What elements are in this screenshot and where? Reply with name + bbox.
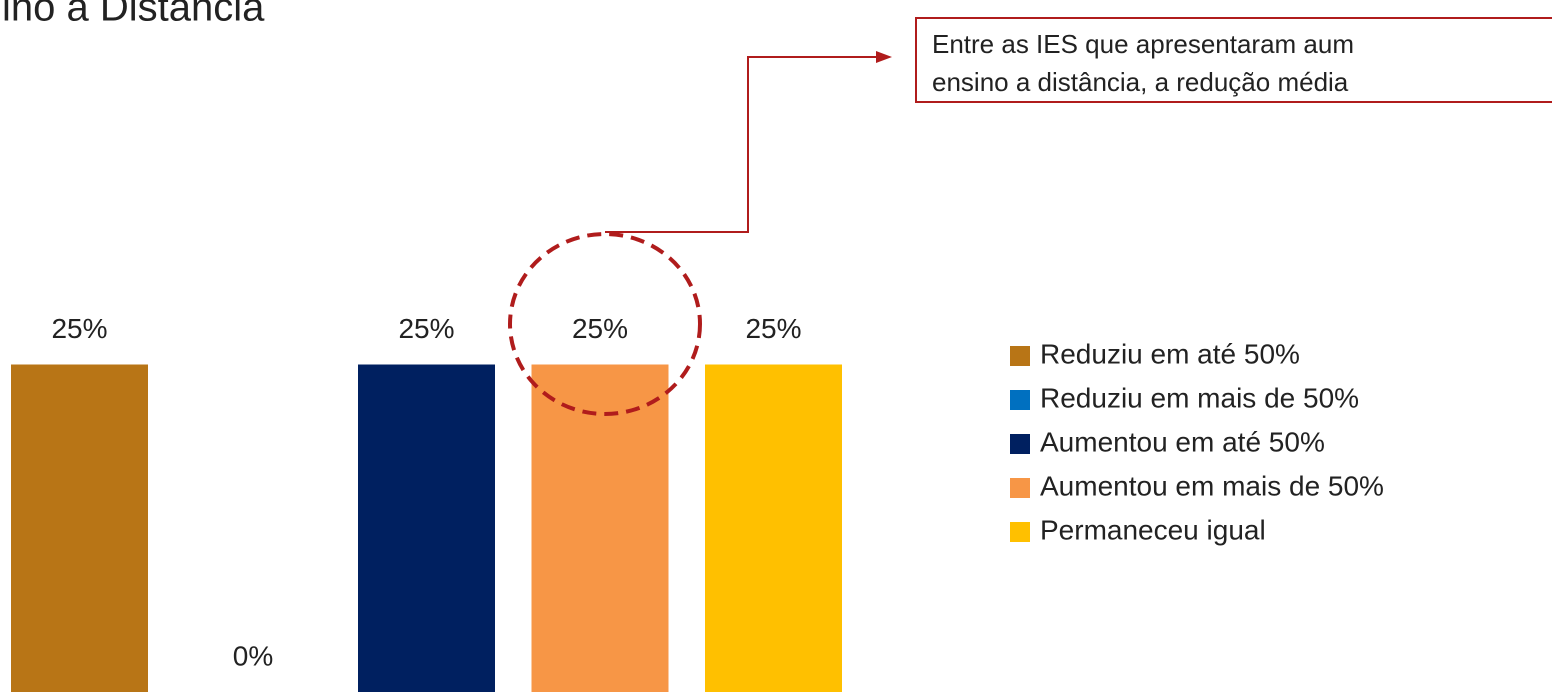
legend-label: Reduziu em até 50% <box>1040 338 1300 369</box>
arrow-head <box>876 51 892 63</box>
value-label: 0% <box>233 640 273 671</box>
legend-label: Aumentou em até 50% <box>1040 426 1325 457</box>
bar <box>358 364 495 692</box>
legend-swatch <box>1010 434 1030 454</box>
chart-title: ino a Distância <box>2 0 265 30</box>
legend-swatch <box>1010 346 1030 366</box>
legend-swatch <box>1010 478 1030 498</box>
bar <box>11 364 148 692</box>
bar <box>531 364 669 692</box>
legend-label: Aumentou em mais de 50% <box>1040 470 1384 501</box>
value-label: 25% <box>51 313 107 344</box>
legend-label: Reduziu em mais de 50% <box>1040 382 1359 413</box>
highlight-circle <box>508 232 702 416</box>
value-label: 25% <box>398 313 454 344</box>
bar <box>705 364 842 692</box>
value-label: 25% <box>745 313 801 344</box>
annotation-box <box>915 17 1552 103</box>
legend-swatch <box>1010 390 1030 410</box>
legend-swatch <box>1010 522 1030 542</box>
annotation-text: Entre as IES que apresentaram aum <box>932 29 1354 59</box>
value-label: 25% <box>572 313 628 344</box>
legend-label: Permaneceu igual <box>1040 514 1266 545</box>
annotation-text: ensino a distância, a redução média <box>932 67 1349 97</box>
connector <box>605 56 878 233</box>
